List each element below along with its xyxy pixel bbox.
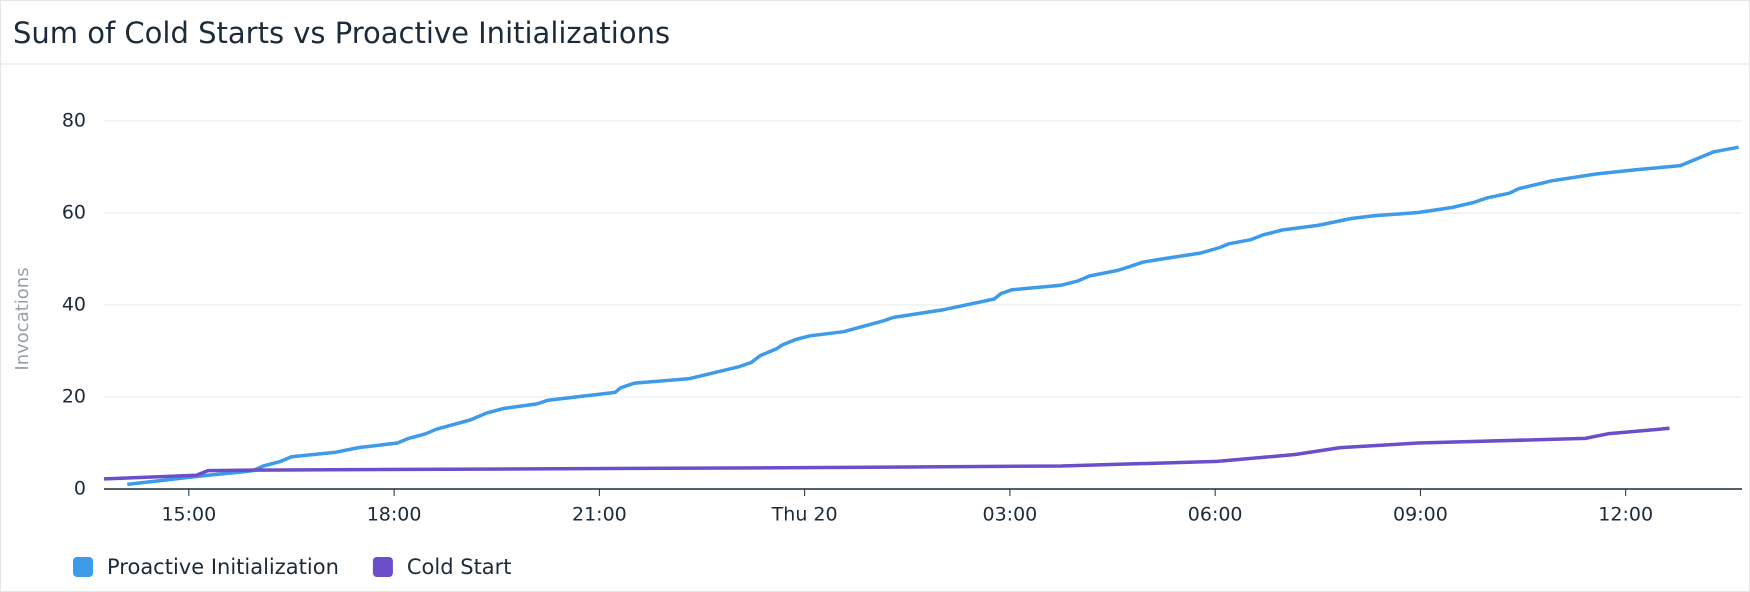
x-tick-label: 21:00 [572,504,627,526]
x-tick-label: Thu 20 [771,504,838,526]
legend-label: Proactive Initialization [107,555,339,579]
legend-swatch [73,557,93,577]
x-tick-label: 15:00 [161,504,216,526]
x-tick-label: 18:00 [367,504,422,526]
y-tick-label: 0 [74,478,86,500]
x-tick-label: 09:00 [1393,504,1448,526]
chart-title: Sum of Cold Starts vs Proactive Initiali… [13,16,670,50]
series-line [103,426,1670,481]
y-axis-label: Invocations [12,267,33,370]
y-tick-label: 40 [62,294,86,316]
y-tick-label: 60 [62,202,86,224]
y-tick-label: 80 [62,110,86,132]
x-tick-label: 12:00 [1598,504,1653,526]
x-tick-label: 03:00 [983,504,1038,526]
y-tick-label: 20 [62,386,86,408]
legend-label: Cold Start [407,555,512,579]
legend-swatch [372,557,393,577]
series-line [127,145,1739,487]
x-tick-label: 06:00 [1188,504,1243,526]
